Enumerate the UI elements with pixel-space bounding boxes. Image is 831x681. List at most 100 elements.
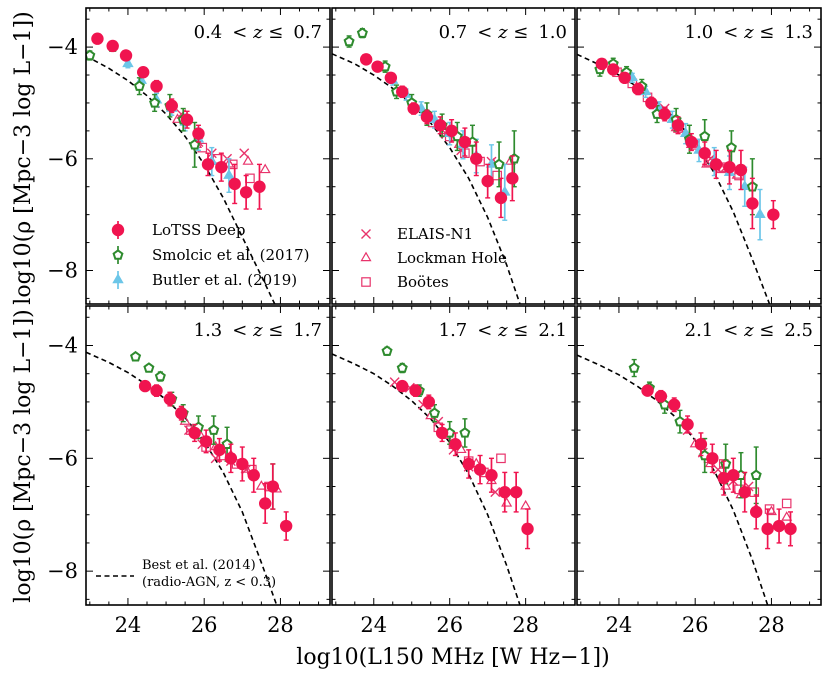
z-operator: < z ≤ xyxy=(723,320,774,341)
legend-label-lotss: LoTSS Deep xyxy=(152,221,245,239)
lotss-point xyxy=(458,135,472,149)
legend-label-butler: Butler et al. (2019) xyxy=(152,271,297,289)
z-low: 1.7 xyxy=(439,320,468,341)
lotss-point xyxy=(213,443,226,457)
legend-marker-lotss xyxy=(111,223,125,237)
lotss-point xyxy=(359,53,373,66)
lotss-point xyxy=(435,426,449,440)
z-operator: < z ≤ xyxy=(232,320,283,341)
panel-1-plot-area xyxy=(86,32,276,304)
z-high: 1.3 xyxy=(784,22,813,43)
redshift-label: 1.0 < z ≤ 1.3 xyxy=(685,22,813,43)
butler-point xyxy=(223,168,235,179)
lotss-point xyxy=(485,469,498,482)
smolcic-point xyxy=(428,407,441,418)
legend-model-label: Best et al. (2014) xyxy=(142,558,256,573)
lotss-point xyxy=(239,186,253,199)
lockman-hole-point xyxy=(242,155,254,165)
bootes-point xyxy=(496,453,506,464)
lotss-point xyxy=(717,471,730,485)
lotss-point xyxy=(685,135,698,149)
lotss-point xyxy=(462,457,475,471)
lotss-point xyxy=(224,452,238,465)
elais-n1-point xyxy=(239,148,250,159)
lotss-point xyxy=(784,522,797,536)
lotss-point xyxy=(175,406,188,420)
lotss-point xyxy=(228,177,241,191)
smolcic-point xyxy=(493,158,505,170)
lotss-point xyxy=(723,160,736,174)
lotss-point xyxy=(407,102,420,115)
lotss-point xyxy=(384,71,398,85)
redshift-label: 0.7 < z ≤ 1.0 xyxy=(439,22,567,43)
smolcic-point xyxy=(149,97,161,108)
z-low: 1.0 xyxy=(685,22,714,43)
smolcic-point xyxy=(725,141,737,153)
lotss-point xyxy=(698,147,711,160)
lotss-point xyxy=(396,379,409,393)
lotss-point xyxy=(236,457,249,471)
y-tick-label: −4 xyxy=(47,333,78,357)
lotss-point xyxy=(631,82,645,96)
z-high: 0.7 xyxy=(293,22,322,43)
z-low: 1.3 xyxy=(194,320,223,341)
lockman-hole-point xyxy=(520,499,532,510)
legend-left: LoTSS Deep Smolcic et al. (2017) Butler et… xyxy=(111,221,310,289)
lotss-point xyxy=(215,160,228,174)
lotss-point xyxy=(494,191,508,205)
smolcic-point xyxy=(459,427,471,438)
lotss-point xyxy=(138,379,152,393)
legend-label-lockman: Lockman Hole xyxy=(397,249,507,267)
lotss-point xyxy=(706,452,719,465)
lotss-point xyxy=(521,522,534,536)
lotss-point xyxy=(420,110,434,124)
lockman-hole-point xyxy=(259,163,271,174)
lotss-point xyxy=(279,519,293,533)
lotss-point xyxy=(106,39,119,53)
lotss-point xyxy=(506,172,519,185)
lotss-point xyxy=(180,113,194,126)
x-tick-label: 26 xyxy=(682,613,709,637)
x-tick-label: 24 xyxy=(606,613,633,637)
lotss-point xyxy=(136,66,150,79)
legend-marker-lockman xyxy=(360,251,372,262)
panel-5: 1.7 < z ≤ 2.1 24 26 28 xyxy=(331,305,576,637)
lotss-point xyxy=(434,119,447,132)
lotss-point xyxy=(409,384,422,397)
panel-2-plot-area xyxy=(332,27,521,304)
smolcic-point xyxy=(208,424,220,435)
lockman-hole-point xyxy=(781,511,793,521)
lotss-point xyxy=(199,435,213,448)
z-high: 2.1 xyxy=(538,320,567,341)
x-tick-label: 28 xyxy=(758,613,785,637)
lotss-point xyxy=(150,384,163,397)
lotss-point xyxy=(163,392,177,406)
lotss-point xyxy=(396,85,409,98)
x-axis-title: log10(L150 MHz [W Hz−1]) xyxy=(296,645,609,670)
z-operator: < z ≤ xyxy=(477,320,528,341)
y-axis-title-top: log10(ρ [Mpc−3 log L−1]) xyxy=(11,11,36,304)
panel-6: 2.1 < z ≤ 2.5 24 26 28 xyxy=(576,305,822,637)
redshift-label: 0.4 < z ≤ 0.7 xyxy=(194,22,322,43)
legend-marker-elais xyxy=(361,229,371,239)
y-tick-label: −6 xyxy=(47,446,78,470)
x-tick-label: 26 xyxy=(191,613,218,637)
panel-2: 0.7 < z ≤ 1.0 xyxy=(331,7,576,305)
z-high: 1.7 xyxy=(293,320,322,341)
z-high: 2.5 xyxy=(784,320,813,341)
smolcic-point xyxy=(628,362,640,373)
lotss-point xyxy=(761,522,774,536)
smolcic-point xyxy=(750,469,762,480)
smolcic-point xyxy=(699,130,711,142)
lotss-point xyxy=(188,426,201,440)
legend-marker-butler xyxy=(112,273,124,284)
lotss-point xyxy=(694,438,708,451)
y-axis-title-bottom: log10(ρ [Mpc−3 log L−1]) xyxy=(11,309,36,602)
legend-marker-smolcic xyxy=(112,249,124,260)
lotss-point xyxy=(681,418,694,431)
panel-4: 1.3 < z ≤ 1.7 24 26 28 −4 −6 −8 xyxy=(47,305,331,637)
panel-6-plot-area xyxy=(577,354,797,605)
bootes-point xyxy=(492,170,502,181)
lotss-point xyxy=(746,197,759,210)
